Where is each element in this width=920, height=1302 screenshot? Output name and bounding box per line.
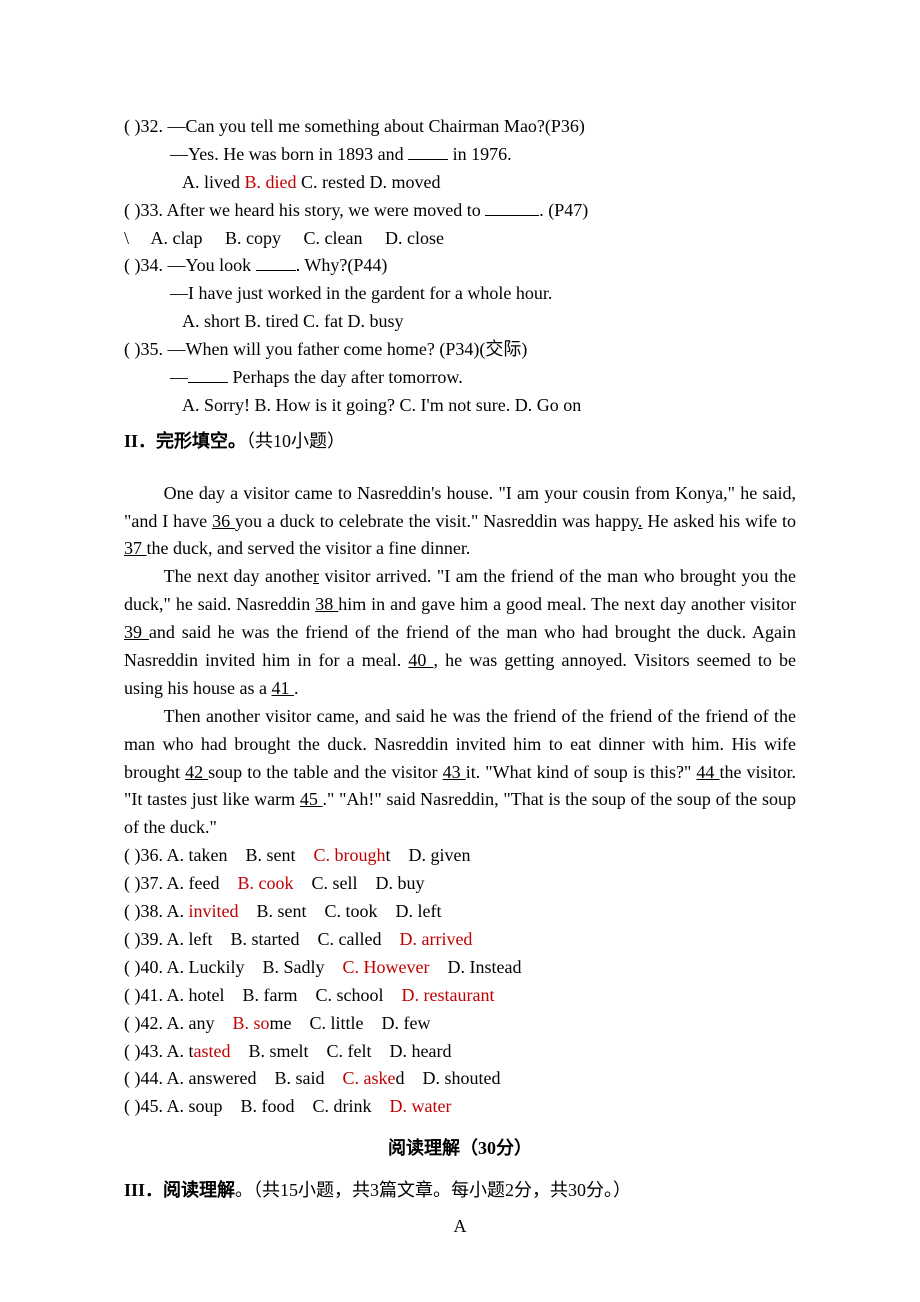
- q32-line1: ( )32. —Can you tell me something about …: [124, 113, 796, 141]
- p1c: He asked his wife to: [642, 511, 796, 531]
- q32-opt-b: B. died: [245, 172, 297, 192]
- cloze-row-39: ( )39. A. leftB. startedC. calledD. arri…: [124, 926, 796, 954]
- p2b: him in and gave him a good meal. The nex…: [338, 594, 796, 614]
- cloze-row-40: ( )40. A. LuckilyB. SadlyC. HoweverD. In…: [124, 954, 796, 982]
- p3c: it. "What kind of soup is this?": [466, 762, 697, 782]
- q32-line2: —Yes. He was born in 1893 and in 1976.: [124, 141, 796, 169]
- section3-sub: 。（共15小题，共3篇文章。每小题2分，共30分。）: [235, 1180, 631, 1200]
- q34-line2: —I have just worked in the gardent for a…: [124, 280, 796, 308]
- q35-l2-pre: —: [170, 367, 188, 387]
- blank-42: 42: [185, 762, 208, 782]
- blank: [485, 198, 539, 215]
- q35-opt-a: A. Sorry!: [182, 395, 250, 415]
- blank-41: 41: [272, 678, 295, 698]
- p2e: .: [294, 678, 299, 698]
- q33-post: . (P47): [539, 200, 588, 220]
- passage-label-a: A: [124, 1213, 796, 1241]
- cloze-row-43: ( )43. A. tastedB. smeltC. feltD. heard: [124, 1038, 796, 1066]
- cloze-row-38: ( )38. A. invitedB. sentC. tookD. left: [124, 898, 796, 926]
- blank-37: 37: [124, 538, 147, 558]
- q35-line1: ( )35. —When will you father come home? …: [124, 336, 796, 364]
- q35-opt-b: B. How is it going?: [255, 395, 396, 415]
- cloze-row-41: ( )41. A. hotelB. farmC. schoolD. restau…: [124, 982, 796, 1010]
- q35-l2-post: Perhaps the day after tomorrow.: [228, 367, 463, 387]
- blank-36: 36: [212, 511, 235, 531]
- blank-39: 39: [124, 622, 149, 642]
- q35-opt-d: D. Go on: [515, 395, 582, 415]
- q33-line1: ( )33. After we heard his story, we were…: [124, 197, 796, 225]
- q33-opt-d: D. close: [385, 228, 444, 248]
- q33-opt-b: B. copy: [225, 228, 281, 248]
- q34-options: A. short B. tired C. fat D. busy: [124, 308, 796, 336]
- section2-sub: （共10小题）: [246, 431, 345, 451]
- blank-43: 43: [443, 762, 466, 782]
- q33-options: \ A. clap B. copy C. clean D. close: [124, 225, 796, 253]
- reading-heading: 阅读理解（30分）: [124, 1135, 796, 1163]
- section2-title: II．完形填空。: [124, 431, 246, 451]
- q34-line1: ( )34. —You look . Why?(P44): [124, 252, 796, 280]
- passage-p1: One day a visitor came to Nasreddin's ho…: [124, 480, 796, 564]
- q33-opt-c: C. clean: [304, 228, 363, 248]
- blank-44: 44: [696, 762, 719, 782]
- section3-heading: III．阅读理解。（共15小题，共3篇文章。每小题2分，共30分。）: [124, 1177, 796, 1205]
- p3b: soup to the table and the visitor: [208, 762, 442, 782]
- q32-opt-d: D. moved: [369, 172, 440, 192]
- p2a: The next day anothe: [164, 566, 313, 586]
- passage-p3: Then another visitor came, and said he w…: [124, 703, 796, 842]
- section3-title: III．阅读理解: [124, 1180, 235, 1200]
- q34-l1-post: . Why?(P44): [296, 255, 388, 275]
- blank-40: 40: [408, 650, 433, 670]
- blank: [256, 254, 296, 271]
- document-page: ( )32. —Can you tell me something about …: [0, 0, 920, 1302]
- blank: [188, 366, 228, 383]
- q35-opt-c: C. I'm not sure.: [400, 395, 511, 415]
- cloze-options-list: ( )36. A. takenB. sentC. broughtD. given…: [124, 842, 796, 1121]
- q34-l1-pre: ( )34. —You look: [124, 255, 256, 275]
- q32-opt-c: C. rested: [301, 172, 365, 192]
- q32-line2-pre: —Yes. He was born in 1893 and: [170, 144, 408, 164]
- cloze-row-37: ( )37. A. feedB. cookC. sellD. buy: [124, 870, 796, 898]
- q33-opt-a: A. clap: [151, 228, 203, 248]
- q32-options: A. lived B. died C. rested D. moved: [124, 169, 796, 197]
- cloze-row-45: ( )45. A. soupB. foodC. drinkD. water: [124, 1093, 796, 1121]
- q34-opt-b: B. tired: [245, 311, 299, 331]
- blank-38: 38: [315, 594, 338, 614]
- q33-pre: ( )33. After we heard his story, we were…: [124, 200, 485, 220]
- passage-p2: The next day another visitor arrived. "I…: [124, 563, 796, 702]
- cloze-row-36: ( )36. A. takenB. sentC. broughtD. given: [124, 842, 796, 870]
- cloze-row-42: ( )42. A. anyB. someC. littleD. few: [124, 1010, 796, 1038]
- section2-heading: II．完形填空。（共10小题）: [124, 428, 796, 456]
- q34-opt-d: D. busy: [348, 311, 404, 331]
- p1b: you a duck to celebrate the visit." Nasr…: [235, 511, 638, 531]
- cloze-row-44: ( )44. A. answeredB. saidC. askedD. shou…: [124, 1065, 796, 1093]
- q35-line2: — Perhaps the day after tomorrow.: [124, 364, 796, 392]
- blank-45: 45: [300, 789, 323, 809]
- p1d: the duck, and served the visitor a fine …: [147, 538, 471, 558]
- q34-opt-a: A. short: [182, 311, 240, 331]
- q35-options: A. Sorry! B. How is it going? C. I'm not…: [124, 392, 796, 420]
- q33-prefix: \: [124, 228, 129, 248]
- blank: [408, 143, 448, 160]
- q32-line2-post: in 1976.: [448, 144, 512, 164]
- q34-opt-c: C. fat: [303, 311, 343, 331]
- q32-opt-a: A. lived: [182, 172, 240, 192]
